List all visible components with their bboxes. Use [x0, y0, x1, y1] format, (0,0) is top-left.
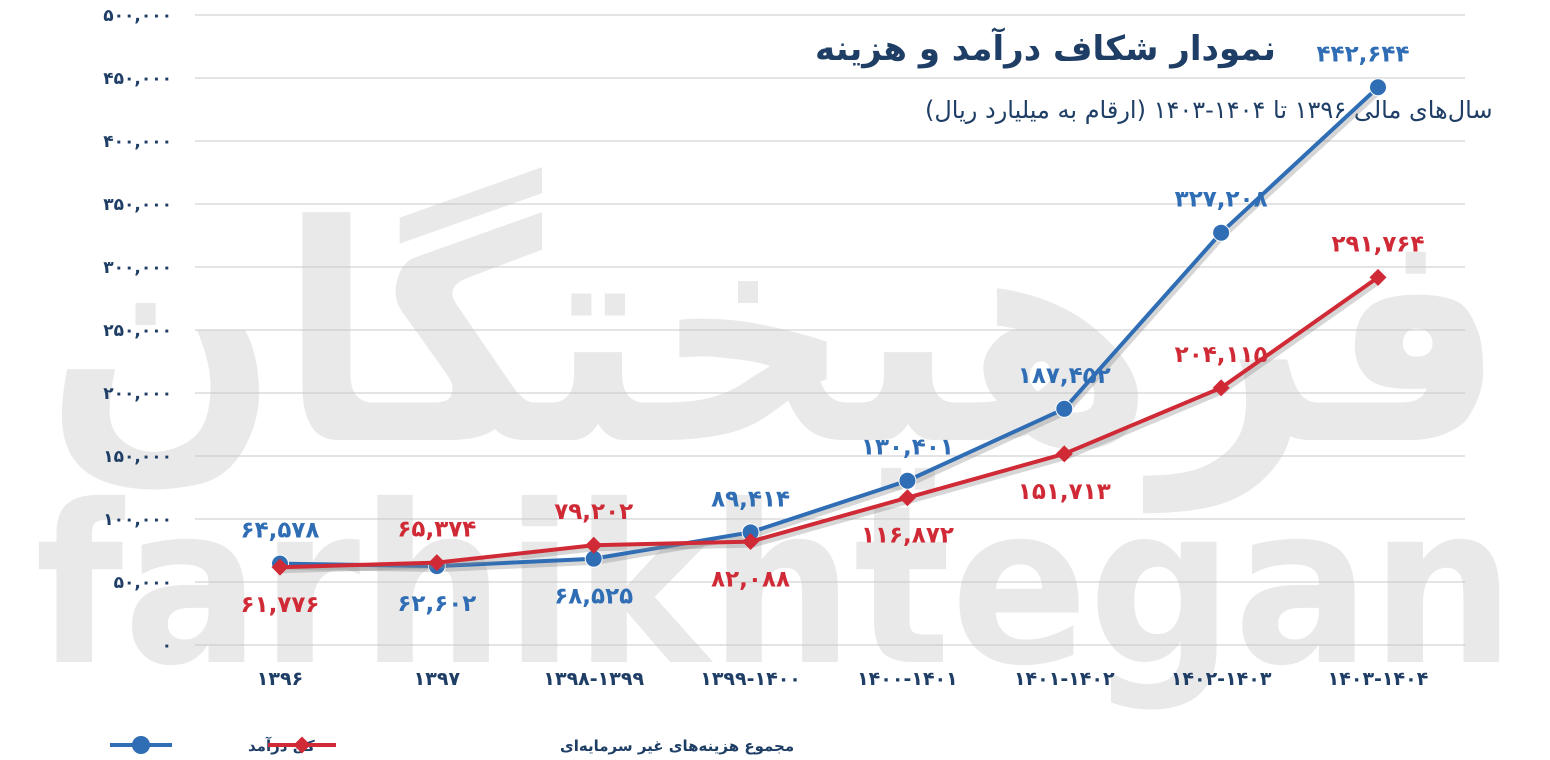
series-1-point-0: [271, 558, 289, 576]
series-1-point-4: [898, 489, 916, 507]
series-1-shadow: [281, 277, 1382, 574]
series-layer: [271, 78, 1387, 576]
y-tick-label-8: ۴۰۰,۰۰۰: [103, 132, 172, 152]
y-tick-label-2: ۱۰۰,۰۰۰: [103, 510, 172, 530]
series-1-data-label-6: ۲۰۴,۱۱۵: [1175, 342, 1268, 368]
legend-income-marker-icon: [132, 736, 150, 754]
y-axis: ۰ ۵۰,۰۰۰ ۱۰۰,۰۰۰ ۱۵۰,۰۰۰ ۲۰۰,۰۰۰ ۲۵۰,۰۰۰ ۳۰۰,۰…: [103, 6, 172, 656]
series-1-data-label-1: ۶۵,۳۷۴: [397, 517, 476, 543]
x-tick-label-5: ۱۴۰۱-۱۴۰۲: [1014, 668, 1115, 690]
y-tick-label-6: ۳۰۰,۰۰۰: [103, 258, 172, 278]
y-tick-label-5: ۲۵۰,۰۰۰: [103, 321, 172, 341]
y-tick-label-10: ۵۰۰,۰۰۰: [103, 6, 172, 26]
series-0-data-label-5: ۱۸۷,۴۵۲: [1018, 363, 1111, 389]
watermark-en: farhikhtegan: [35, 458, 1515, 714]
chart-subtitle: سال‌های مالی ۱۳۹۶ تا ۱۴۰۴-۱۴۰۳ (ارقام به…: [925, 96, 1493, 124]
series-1-line: [279, 275, 1380, 570]
series-1-point-1: [428, 554, 446, 572]
chart-title: نمودار شکاف درآمد و هزینه: [815, 27, 1276, 69]
x-tick-label-1: ۱۳۹۷: [414, 668, 461, 690]
series-0-data-label-3: ۸۹,۴۱۴: [711, 486, 790, 512]
series-1-data-label-5: ۱۵۱,۷۱۳: [1018, 479, 1111, 505]
series-0-shadow: [281, 88, 1383, 573]
y-tick-label-0: ۰: [162, 636, 172, 656]
y-tick-label-3: ۱۵۰,۰۰۰: [103, 447, 172, 467]
y-tick-label-4: ۲۰۰,۰۰۰: [103, 384, 172, 404]
series-1-data-label-0: ۶۱,۷۷۶: [241, 592, 320, 618]
series-0-point-7: [1369, 78, 1387, 97]
x-tick-label-4: ۱۴۰۰-۱۴۰۱: [857, 668, 958, 690]
series-0-data-label-4: ۱۳۰,۴۰۱: [861, 435, 954, 461]
data-labels: ۶۴,۵۷۸ ۶۲,۶۰۲ ۶۸,۵۲۵ ۸۹,۴۱۴ ۱۳۰,۴۰۱ ۱۸۷,۴۵۲ ۳۲…: [241, 41, 1425, 618]
series-1-data-label-4: ۱۱۶,۸۷۲: [861, 523, 954, 549]
x-tick-label-7: ۱۴۰۳-۱۴۰۴: [1328, 668, 1429, 690]
series-0-data-label-6: ۳۲۷,۲۰۸: [1175, 187, 1268, 213]
y-tick-label-7: ۳۵۰,۰۰۰: [103, 195, 172, 215]
series-1: [271, 268, 1387, 576]
watermark: فرهیختگان farhikhtegan: [35, 162, 1515, 714]
series-1-point-2: [585, 536, 603, 554]
x-tick-label-0: ۱۳۹۶: [257, 668, 303, 690]
x-tick-label-6: ۱۴۰۲-۱۴۰۳: [1171, 668, 1272, 690]
series-1-data-label-7: ۲۹۱,۷۶۴: [1332, 231, 1425, 257]
series-1-point-3: [742, 533, 760, 551]
legend-item-expenses: مجموع هزینه‌های غیر سرمایه‌ای: [268, 736, 794, 755]
series-1-data-label-3: ۸۲,۰۸۸: [711, 567, 790, 593]
legend: کل درآمد مجموع هزینه‌های غیر سرمایه‌ای: [110, 736, 794, 755]
legend-expenses-label: مجموع هزینه‌های غیر سرمایه‌ای: [560, 737, 794, 755]
x-tick-label-2: ۱۳۹۸-۱۳۹۹: [543, 668, 644, 690]
series-0-point-4: [898, 471, 917, 490]
legend-expenses-marker-icon: [293, 736, 311, 754]
series-0-point-5: [1055, 399, 1074, 418]
x-tick-label-3: ۱۳۹۹-۱۴۰۰: [700, 668, 801, 690]
series-0-data-label-7: ۴۴۲,۶۴۴: [1317, 41, 1410, 67]
series-0-point-6: [1212, 223, 1231, 242]
y-tick-label-1: ۵۰,۰۰۰: [114, 573, 172, 593]
series-0-data-label-0: ۶۴,۵۷۸: [241, 518, 320, 544]
x-axis: ۱۳۹۶ ۱۳۹۷ ۱۳۹۸-۱۳۹۹ ۱۳۹۹-۱۴۰۰ ۱۴۰۰-۱۴۰۱ ۱۴۰۱-…: [257, 668, 1429, 690]
y-tick-label-9: ۴۵۰,۰۰۰: [103, 69, 172, 89]
series-1-data-label-2: ۷۹,۲۰۲: [554, 499, 633, 525]
series-0-data-label-2: ۶۸,۵۲۵: [554, 584, 633, 610]
series-0-data-label-1: ۶۲,۶۰۲: [397, 591, 476, 617]
series-0-line: [279, 85, 1380, 569]
